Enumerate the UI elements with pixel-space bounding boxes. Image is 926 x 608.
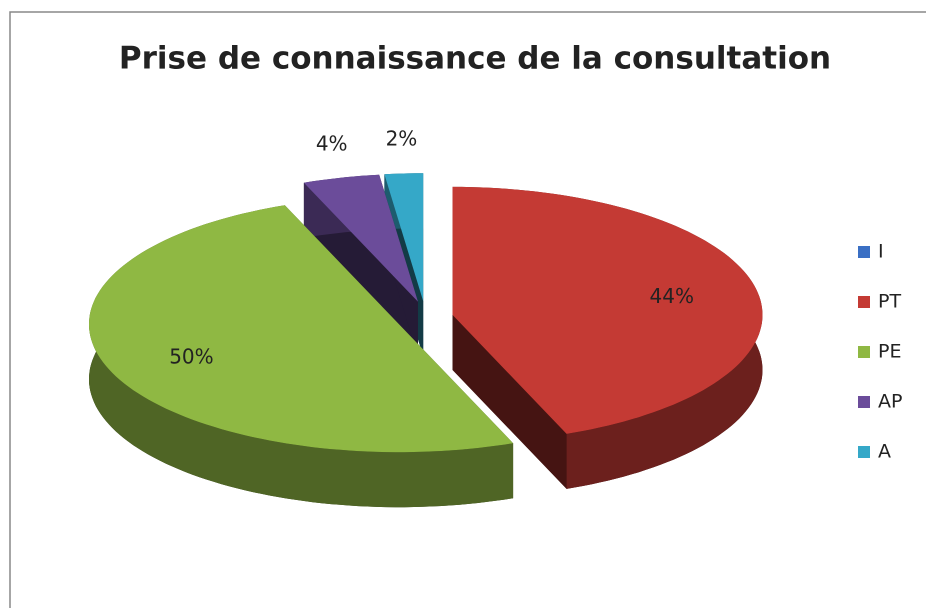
legend-swatch bbox=[858, 296, 870, 308]
chart-frame bbox=[9, 11, 926, 608]
legend-swatch bbox=[858, 246, 870, 258]
data-label: 4% bbox=[316, 131, 348, 155]
data-label: 50% bbox=[169, 345, 213, 369]
legend-label: AP bbox=[878, 391, 902, 413]
legend-swatch bbox=[858, 346, 870, 358]
legend-swatch bbox=[858, 396, 870, 408]
slice-top bbox=[452, 186, 763, 434]
slice-edge bbox=[452, 314, 567, 489]
chart-title: Prise de connaissance de la consultation bbox=[119, 41, 831, 77]
legend-label: I bbox=[878, 241, 884, 263]
slice-top bbox=[89, 205, 514, 453]
slice-top bbox=[384, 173, 424, 302]
data-label: 2% bbox=[386, 127, 418, 151]
slice-top bbox=[303, 174, 418, 302]
legend-label: A bbox=[878, 441, 891, 463]
pie-slice bbox=[89, 205, 514, 508]
pie-slice bbox=[452, 186, 763, 489]
legend-swatch bbox=[858, 446, 870, 458]
legend-label: PE bbox=[878, 341, 901, 363]
legend-label: PT bbox=[878, 291, 901, 313]
data-label: 44% bbox=[650, 284, 694, 308]
